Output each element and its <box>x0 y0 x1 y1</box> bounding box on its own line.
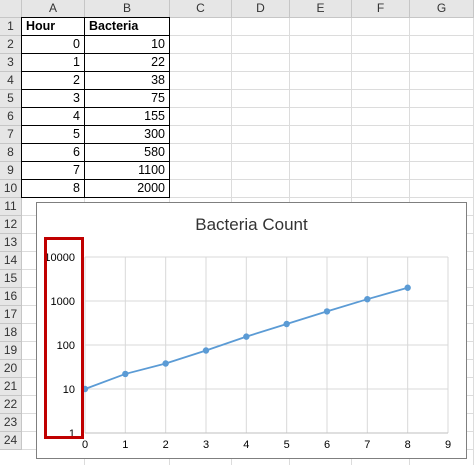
x-tick-label: 4 <box>243 439 249 451</box>
gridline-horizontal <box>22 107 474 108</box>
table-cell[interactable]: 75 <box>85 90 170 108</box>
column-header-e[interactable]: E <box>290 0 352 18</box>
row-header-11[interactable]: 11 <box>0 198 22 216</box>
row-header-20[interactable]: 20 <box>0 360 22 378</box>
column-header-a[interactable]: A <box>22 0 85 18</box>
table-cell[interactable]: 10 <box>85 36 170 54</box>
y-tick-label: 1000 <box>51 296 75 308</box>
row-header-14[interactable]: 14 <box>0 252 22 270</box>
row-header-5[interactable]: 5 <box>0 90 22 108</box>
data-point <box>162 360 169 367</box>
table-cell[interactable]: 300 <box>85 126 170 144</box>
gridline-horizontal <box>22 71 474 72</box>
gridline-horizontal <box>22 89 474 90</box>
row-header-24[interactable]: 24 <box>0 432 22 450</box>
table-cell[interactable]: 1 <box>22 54 85 72</box>
select-all-corner[interactable] <box>0 0 22 18</box>
gridline-horizontal <box>22 143 474 144</box>
gridline-horizontal <box>22 161 474 162</box>
table-cell[interactable]: 6 <box>22 144 85 162</box>
table-cell[interactable]: 22 <box>85 54 170 72</box>
column-header-d[interactable]: D <box>232 0 290 18</box>
row-header-23[interactable]: 23 <box>0 414 22 432</box>
x-tick-label: 1 <box>122 439 128 451</box>
table-cell[interactable]: 2 <box>22 72 85 90</box>
table-cell[interactable]: 155 <box>85 108 170 126</box>
data-point <box>122 370 129 378</box>
table-cell[interactable]: 3 <box>22 90 85 108</box>
y-axis-highlight-box <box>44 237 84 439</box>
table-cell[interactable]: 580 <box>85 144 170 162</box>
table-cell[interactable]: 0 <box>22 36 85 54</box>
column-header-c[interactable]: C <box>170 0 232 18</box>
row-header-6[interactable]: 6 <box>0 108 22 126</box>
x-tick-label: 0 <box>82 439 88 451</box>
table-cell[interactable]: 4 <box>22 108 85 126</box>
row-header-19[interactable]: 19 <box>0 342 22 360</box>
gridline-horizontal <box>22 125 474 126</box>
data-point <box>283 320 290 328</box>
x-tick-label: 3 <box>203 439 209 451</box>
row-header-4[interactable]: 4 <box>0 72 22 90</box>
table-cell[interactable]: 1100 <box>85 162 170 180</box>
row-header-7[interactable]: 7 <box>0 126 22 144</box>
x-tick-label: 2 <box>163 439 169 451</box>
row-header-12[interactable]: 12 <box>0 216 22 234</box>
y-tick-label: 10000 <box>44 252 75 264</box>
gridline-horizontal <box>22 35 474 36</box>
x-tick-label: 7 <box>364 439 370 451</box>
table-cell[interactable]: 8 <box>22 180 85 198</box>
row-header-13[interactable]: 13 <box>0 234 22 252</box>
chart-area[interactable]: Bacteria Count 1 10 100 1000 10000 0 1 2 3 4 5 6 7 8 9 <box>36 202 467 459</box>
row-header-2[interactable]: 2 <box>0 36 22 54</box>
column-header-f[interactable]: F <box>352 0 410 18</box>
row-header-17[interactable]: 17 <box>0 306 22 324</box>
row-header-22[interactable]: 22 <box>0 396 22 414</box>
chart-title[interactable]: Bacteria Count <box>195 215 308 234</box>
column-header-g[interactable]: G <box>410 0 474 18</box>
x-tick-label: 5 <box>284 439 290 451</box>
row-header-16[interactable]: 16 <box>0 288 22 306</box>
y-tick-label: 100 <box>57 340 75 352</box>
data-point <box>243 333 250 340</box>
row-header-1[interactable]: 1 <box>0 18 22 36</box>
data-point <box>202 347 210 354</box>
data-point <box>323 308 331 315</box>
x-tick-label: 9 <box>445 439 451 451</box>
row-header-3[interactable]: 3 <box>0 54 22 72</box>
row-header-8[interactable]: 8 <box>0 144 22 162</box>
table-header-cell[interactable]: Bacteria Count <box>85 18 170 50</box>
table-cell[interactable]: 38 <box>85 72 170 90</box>
table-cell[interactable]: 7 <box>22 162 85 180</box>
data-point <box>364 295 371 303</box>
x-tick-label: 8 <box>405 439 411 451</box>
row-header-18[interactable]: 18 <box>0 324 22 342</box>
table-header-cell[interactable]: Hour <box>22 18 85 36</box>
y-tick-label: 10 <box>63 384 75 396</box>
x-tick-label: 6 <box>324 439 330 451</box>
gridline-horizontal <box>22 197 474 198</box>
gridline-horizontal <box>22 53 474 54</box>
table-cell[interactable]: 5 <box>22 126 85 144</box>
y-tick-label: 1 <box>69 428 75 440</box>
gridline-horizontal <box>22 179 474 180</box>
row-header-10[interactable]: 10 <box>0 180 22 198</box>
row-header-21[interactable]: 21 <box>0 378 22 396</box>
column-header-b[interactable]: B <box>85 0 170 18</box>
row-header-15[interactable]: 15 <box>0 270 22 288</box>
table-cell[interactable]: 2000 <box>85 180 170 198</box>
row-header-9[interactable]: 9 <box>0 162 22 180</box>
data-point <box>404 284 411 291</box>
